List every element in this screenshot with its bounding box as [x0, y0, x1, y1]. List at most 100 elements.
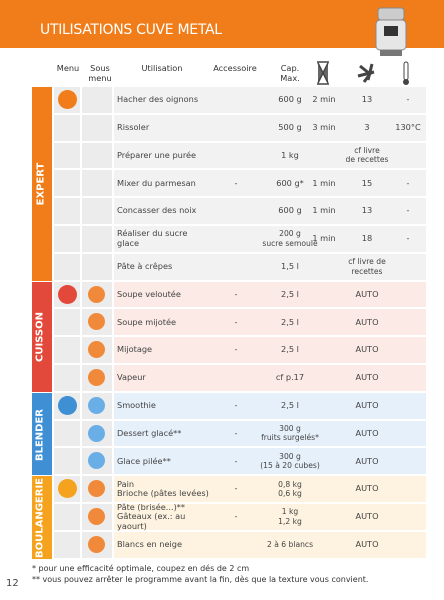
submenu-icon	[88, 424, 105, 442]
section-bar	[32, 476, 52, 559]
cell-time: 1 min	[312, 233, 336, 244]
column-header: Cap. Max.	[280, 63, 300, 83]
row-bg	[114, 281, 426, 308]
cell-speed: AUTO	[355, 344, 379, 355]
cell-speed: AUTO	[355, 511, 379, 522]
cell-cap: cf p.17	[275, 372, 305, 383]
row-bg	[114, 198, 426, 224]
cell-speed: AUTO	[355, 288, 379, 299]
utilisation: Mijotage	[117, 344, 153, 355]
row-bg	[114, 392, 426, 419]
cell-speed: 13	[361, 94, 373, 105]
header-band	[0, 0, 444, 48]
cell-speed: 15	[361, 177, 373, 188]
utilisation: Concasser des noix	[117, 205, 197, 216]
row-menu-bg	[54, 253, 80, 280]
cell-cap: 2,5 l	[281, 399, 299, 410]
cell-cap: 300 g (15 à 20 cubes)	[260, 451, 320, 471]
row-menu-bg	[54, 504, 80, 530]
row-menu-bg	[54, 198, 80, 224]
cell-time: 1 min	[312, 177, 336, 188]
cell-accessoire: -	[234, 427, 238, 438]
section-bar	[32, 392, 52, 476]
row-menu-bg	[54, 337, 80, 363]
menu-icon	[58, 284, 77, 304]
cell-speed: AUTO	[355, 455, 379, 466]
row-submenu-bg	[82, 226, 112, 252]
row-submenu-bg	[82, 253, 112, 280]
cell-cap: 1 kg 1,2 kg	[278, 507, 302, 526]
utilisation: Smoothie	[117, 399, 156, 410]
utilisation: Mixer du parmesan	[117, 177, 196, 188]
cell-speed: 13	[361, 205, 373, 216]
cell-speed: cf livre de recettes	[348, 257, 386, 276]
row-submenu-bg	[82, 198, 112, 224]
row-menu-bg	[54, 531, 80, 558]
row-bg	[114, 365, 426, 391]
cell-speed: AUTO	[355, 483, 379, 494]
row-bg	[114, 476, 426, 502]
utilisation: Réaliser du sucre glace	[117, 228, 188, 248]
section-bar	[32, 87, 52, 281]
robot-icon	[375, 7, 407, 56]
menu-icon	[58, 479, 77, 499]
cell-temp: -	[406, 233, 410, 244]
utilisation: Soupe veloutée	[117, 288, 181, 299]
cell-time: 3 min	[312, 121, 336, 132]
cell-accessoire: -	[234, 316, 238, 327]
column-header: Accessoire	[213, 63, 257, 73]
row-bg	[114, 531, 426, 558]
row-bg	[114, 448, 426, 475]
row-menu-bg	[54, 309, 80, 336]
row-submenu-bg	[82, 142, 112, 169]
title: UTILISATIONS CUVE METAL	[40, 22, 222, 38]
cell-cap: 600 g	[278, 205, 302, 216]
cell-temp: -	[406, 94, 410, 105]
row-bg	[114, 504, 426, 530]
cell-cap: 2,5 l	[281, 344, 299, 355]
row-submenu-bg	[82, 114, 112, 141]
footnote: ** vous pouvez arrêter le programme avan…	[32, 575, 369, 584]
cell-cap: 0,8 kg 0,6 kg	[278, 479, 302, 499]
cell-accessoire: -	[234, 344, 238, 355]
row-bg	[114, 226, 426, 252]
row-bg	[114, 309, 426, 336]
utilisation: Dessert glacé**	[117, 427, 182, 438]
utilisation: Blancs en neige	[117, 538, 183, 549]
submenu-icon	[88, 480, 105, 498]
row-submenu-bg	[82, 170, 112, 197]
utilisation: Vapeur	[117, 372, 146, 383]
cell-cap: 1 kg	[281, 149, 299, 160]
row-submenu-bg	[82, 87, 112, 113]
cell-cap: 200 g sucre semoule	[262, 229, 318, 248]
section-label: CUISSON	[35, 312, 46, 363]
section-label: BLENDER	[34, 408, 46, 461]
cell-speed: AUTO	[355, 538, 379, 549]
cell-speed: cf livre de recettes	[345, 145, 389, 165]
submenu-icon	[88, 313, 105, 331]
row-bg	[114, 87, 426, 113]
utilisation: Préparer une purée	[117, 149, 197, 160]
cell-temp: -	[406, 205, 410, 216]
cell-speed: AUTO	[355, 372, 379, 383]
cell-cap: 2 à 6 blancs	[266, 539, 314, 549]
submenu-icon	[88, 369, 105, 386]
cell-speed: AUTO	[355, 399, 379, 410]
menu-icon	[58, 395, 77, 415]
cell-speed: 18	[361, 233, 373, 244]
row-menu-bg	[54, 365, 80, 391]
row-bg	[114, 170, 426, 197]
section-label: BOULANGERIE	[34, 477, 46, 558]
cell-speed: AUTO	[355, 427, 379, 438]
column-header: Sous menu	[88, 63, 112, 83]
column-header: Menu	[56, 63, 80, 73]
row-menu-bg	[54, 170, 80, 197]
row-menu-bg	[54, 226, 80, 252]
submenu-icon	[88, 508, 105, 525]
submenu-icon	[88, 341, 105, 359]
cell-cap: 2,5 l	[281, 288, 299, 299]
cell-accessoire: -	[234, 177, 238, 188]
cell-cap: 600 g*	[276, 177, 304, 188]
utilisation: Pâte (brisée...)** Gâteaux (ex.: au yaou…	[117, 501, 186, 531]
